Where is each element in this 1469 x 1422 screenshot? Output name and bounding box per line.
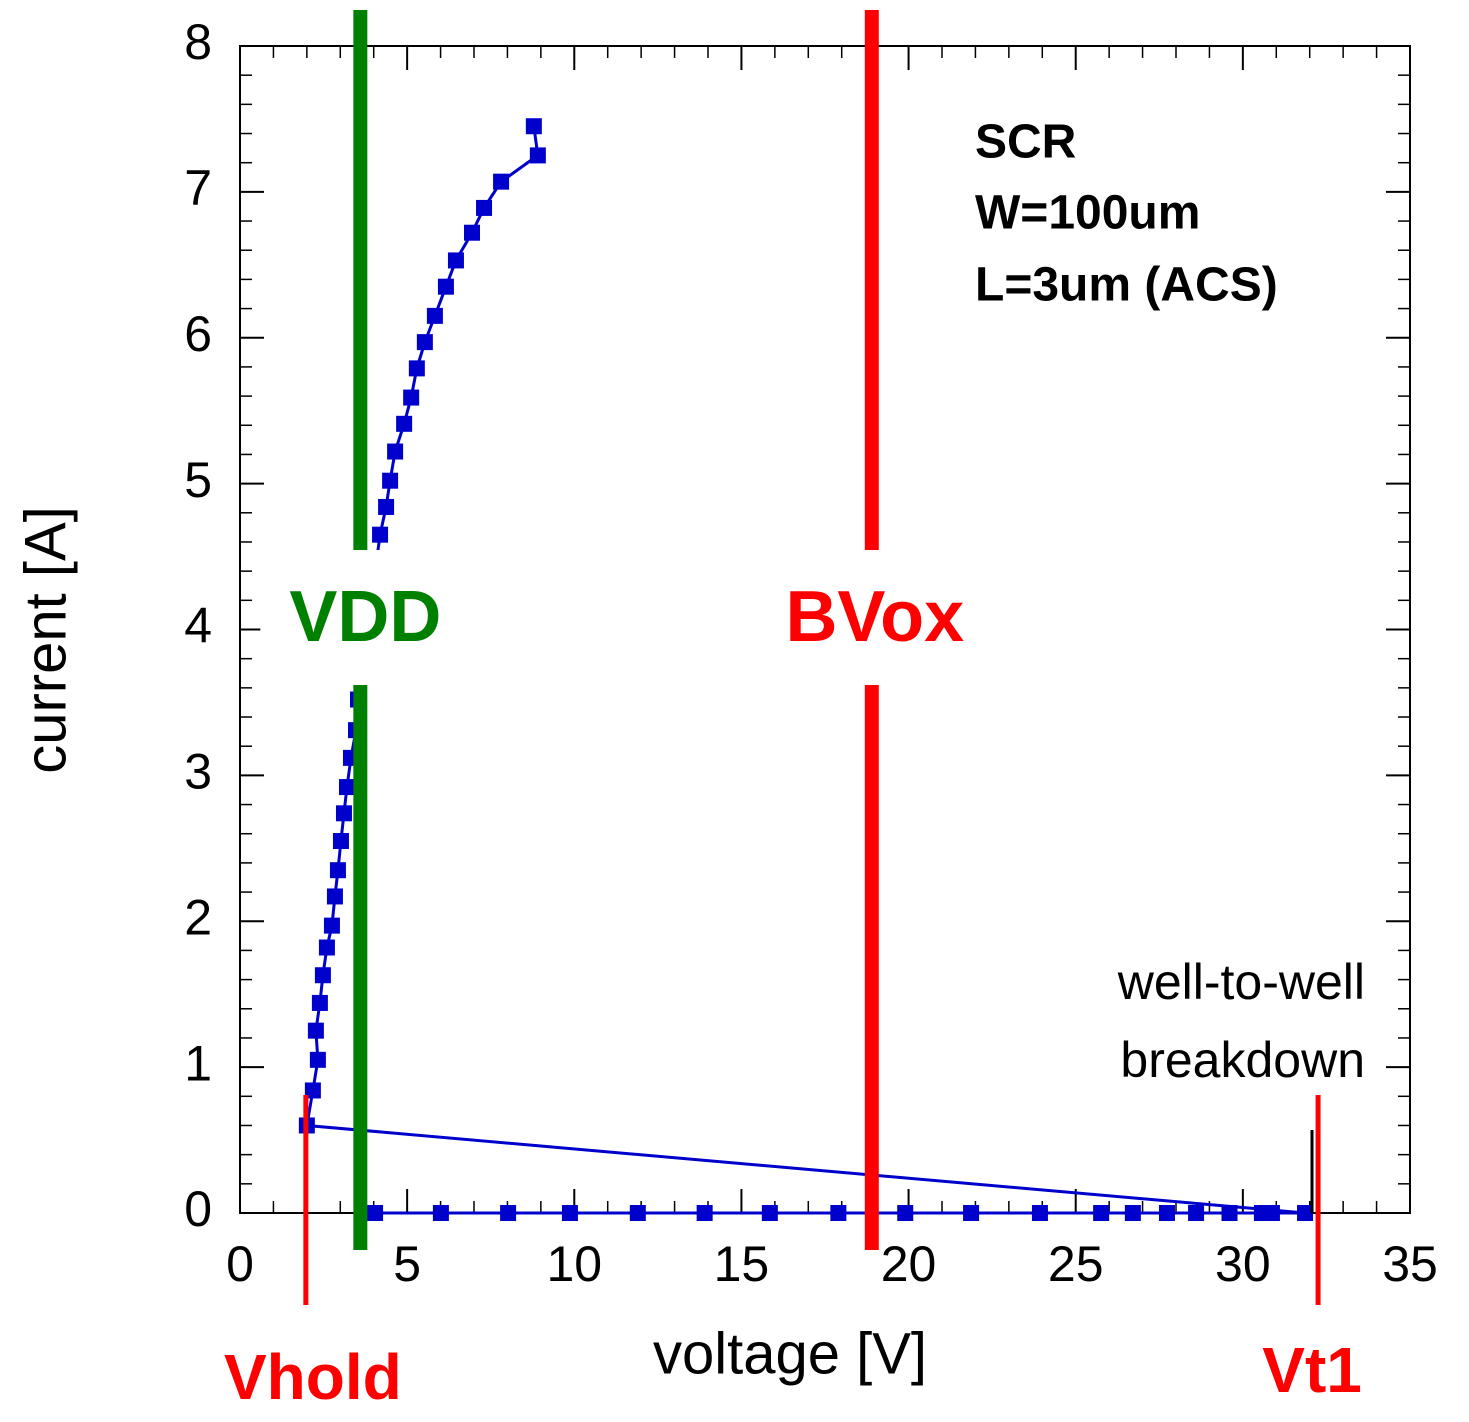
- data-point: [1297, 1205, 1314, 1221]
- x-tick-label: 35: [1382, 1236, 1438, 1292]
- annotation-label: Vhold: [224, 1341, 402, 1413]
- data-point: [307, 1022, 324, 1039]
- label-backdrop: [260, 550, 461, 685]
- data-point: [416, 334, 433, 351]
- data-point: [500, 1205, 517, 1221]
- data-point: [447, 252, 464, 269]
- data-point: [432, 1205, 449, 1221]
- annotation-label: VDD: [289, 577, 441, 657]
- breakdown-note: breakdown: [1120, 1032, 1365, 1088]
- x-tick-label: 5: [393, 1236, 421, 1292]
- data-point: [529, 147, 546, 164]
- annotation-label: Vt1: [1262, 1334, 1362, 1406]
- x-tick-label: 0: [226, 1236, 254, 1292]
- data-point: [437, 278, 454, 295]
- label-backdrop: [771, 550, 972, 685]
- data-point: [761, 1205, 778, 1221]
- y-tick-label: 7: [184, 160, 212, 216]
- device-note: L=3um (ACS): [975, 259, 1278, 312]
- data-point: [332, 833, 349, 850]
- data-point: [1188, 1205, 1205, 1221]
- data-point: [311, 994, 328, 1011]
- data-point: [309, 1051, 326, 1068]
- data-point: [1221, 1205, 1238, 1221]
- data-point: [318, 939, 335, 956]
- data-point: [329, 862, 346, 879]
- y-tick-label: 3: [184, 744, 212, 800]
- y-axis-label: current [A]: [13, 506, 78, 774]
- data-point: [367, 1205, 384, 1221]
- data-point: [335, 805, 352, 822]
- data-point: [408, 360, 425, 377]
- y-tick-label: 1: [184, 1035, 212, 1091]
- data-point: [696, 1205, 713, 1221]
- x-tick-label: 30: [1215, 1236, 1271, 1292]
- x-tick-label: 20: [881, 1236, 937, 1292]
- data-point: [326, 888, 343, 905]
- x-tick-label: 15: [714, 1236, 770, 1292]
- y-tick-label: 4: [184, 598, 212, 654]
- x-tick-label: 10: [546, 1236, 602, 1292]
- data-point: [963, 1205, 980, 1221]
- y-tick-label: 2: [184, 889, 212, 945]
- x-axis-label: voltage [V]: [653, 1321, 927, 1386]
- data-point: [323, 917, 340, 934]
- data-point: [1124, 1205, 1141, 1221]
- data-point: [403, 389, 420, 406]
- annotation-label: BVox: [785, 577, 964, 657]
- data-point: [1093, 1205, 1110, 1221]
- data-point: [387, 443, 404, 460]
- y-tick-label: 6: [184, 306, 212, 362]
- data-point: [525, 118, 542, 135]
- device-note: W=100um: [975, 187, 1200, 240]
- data-point: [561, 1205, 578, 1221]
- data-point: [897, 1205, 914, 1221]
- data-point: [426, 307, 443, 324]
- breakdown-note: well-to-well: [1117, 954, 1365, 1010]
- data-point: [396, 415, 413, 432]
- data-point: [338, 779, 355, 796]
- data-point: [372, 526, 389, 543]
- data-point: [493, 173, 510, 190]
- data-point: [463, 224, 480, 241]
- data-point: [629, 1205, 646, 1221]
- data-point: [378, 498, 395, 515]
- data-point: [476, 199, 493, 216]
- data-point: [830, 1205, 847, 1221]
- y-tick-label: 0: [184, 1181, 212, 1237]
- data-point: [304, 1082, 321, 1099]
- x-tick-label: 25: [1048, 1236, 1104, 1292]
- device-note: SCR: [975, 116, 1076, 169]
- data-point: [1031, 1205, 1048, 1221]
- data-point: [1263, 1205, 1280, 1221]
- data-point: [382, 472, 399, 489]
- data-point: [314, 967, 331, 984]
- y-tick-label: 5: [184, 452, 212, 508]
- data-point: [1158, 1205, 1175, 1221]
- y-tick-label: 8: [184, 14, 212, 70]
